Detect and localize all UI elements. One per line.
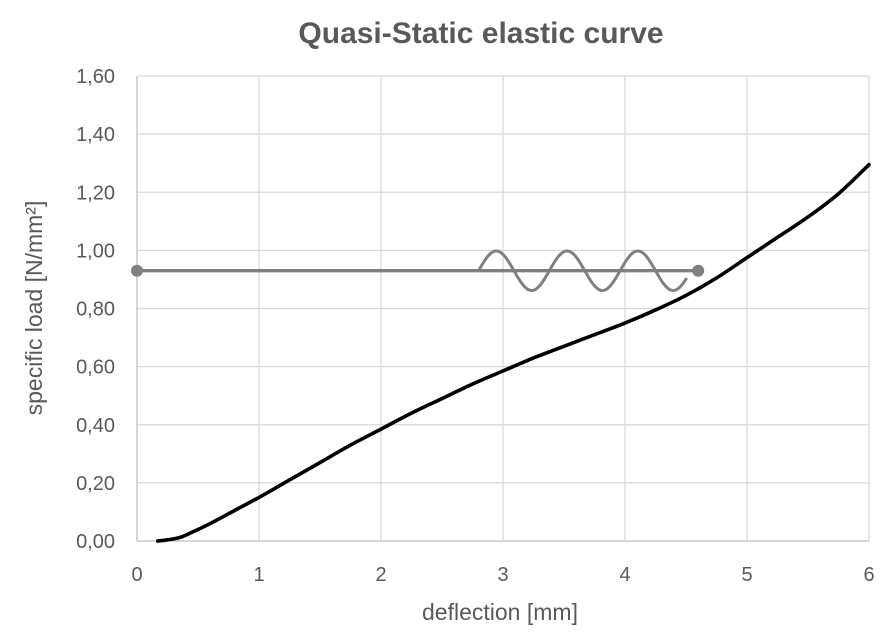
y-axis-label: specific load [N/mm²] [21,201,47,416]
y-tick-label: 1,20 [76,182,115,204]
axes [136,76,869,542]
x-tick-label: 0 [131,564,142,586]
x-tick-label: 4 [619,564,630,586]
x-tick-label: 2 [375,564,386,586]
y-tick-label: 0,00 [76,531,115,553]
y-tick-label: 0,60 [76,357,115,379]
series-layer [131,162,871,543]
x-tick-label: 6 [863,564,874,586]
y-tick-label: 0,80 [76,299,115,321]
chart-title: Quasi-Static elastic curve [298,17,663,50]
reference-line-end-marker [692,264,705,277]
oscillation-line [477,249,688,292]
x-axis-label: deflection [mm] [422,599,578,625]
tick-labels: 0 1 2 3 4 5 6 0,00 0,20 0,40 0,60 0,80 1,00 1,20 1,40 1… [76,66,875,586]
elastic-curve-line [155,162,871,543]
y-tick-label: 1,00 [76,240,115,262]
y-tick-label: 0,20 [76,473,115,495]
x-tick-label: 5 [741,564,752,586]
grid [137,75,870,541]
reference-line-start-marker [131,264,143,277]
x-tick-label: 1 [253,564,264,586]
x-tick-label: 3 [497,564,508,586]
y-tick-label: 0,40 [76,415,115,437]
y-tick-label: 1,60 [76,66,115,88]
y-tick-label: 1,40 [76,124,115,146]
